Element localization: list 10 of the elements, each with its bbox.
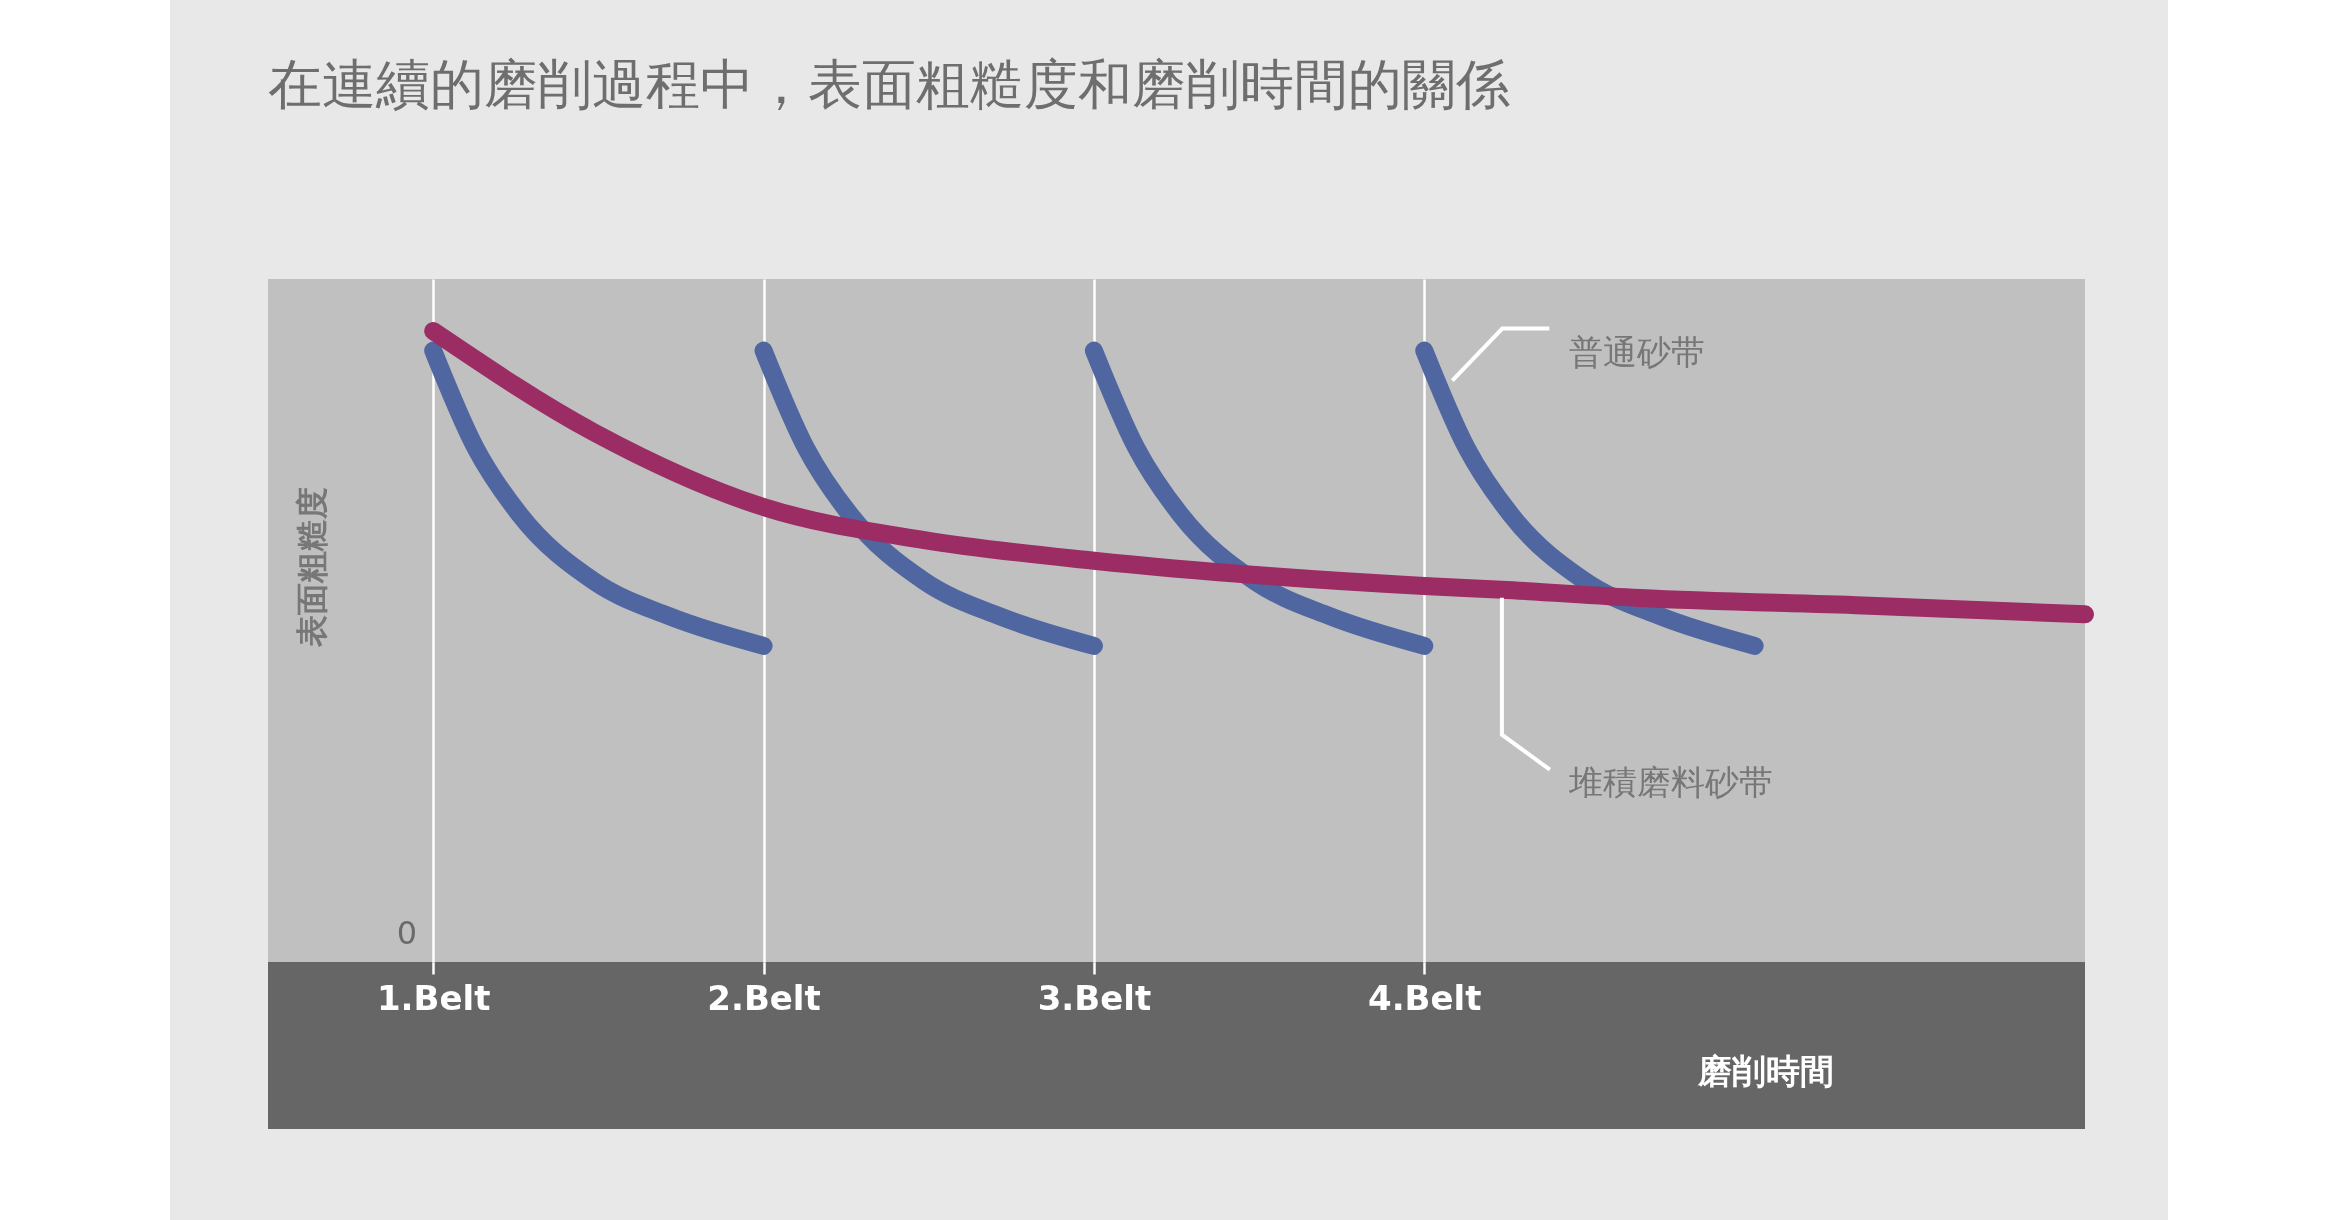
- text: 堆積磨料砂带: [1567, 761, 1773, 802]
- x-axis-title: 磨削時間: [1696, 1050, 1834, 1091]
- text: 普通砂带: [1569, 331, 1706, 372]
- y-axis-title: 表面粗糙度: [293, 487, 331, 648]
- x-tick-label: 1.Belt: [376, 977, 491, 1018]
- annotation: 0: [396, 914, 418, 952]
- x-tick-label: 4.Belt: [1368, 977, 1482, 1018]
- chart-title: 在連續的磨削過程中，表面粗糙度和磨削時間的關係: [268, 53, 1510, 116]
- x-tick-label: 2.Belt: [707, 977, 821, 1018]
- x-tick-label: 3.Belt: [1037, 977, 1152, 1018]
